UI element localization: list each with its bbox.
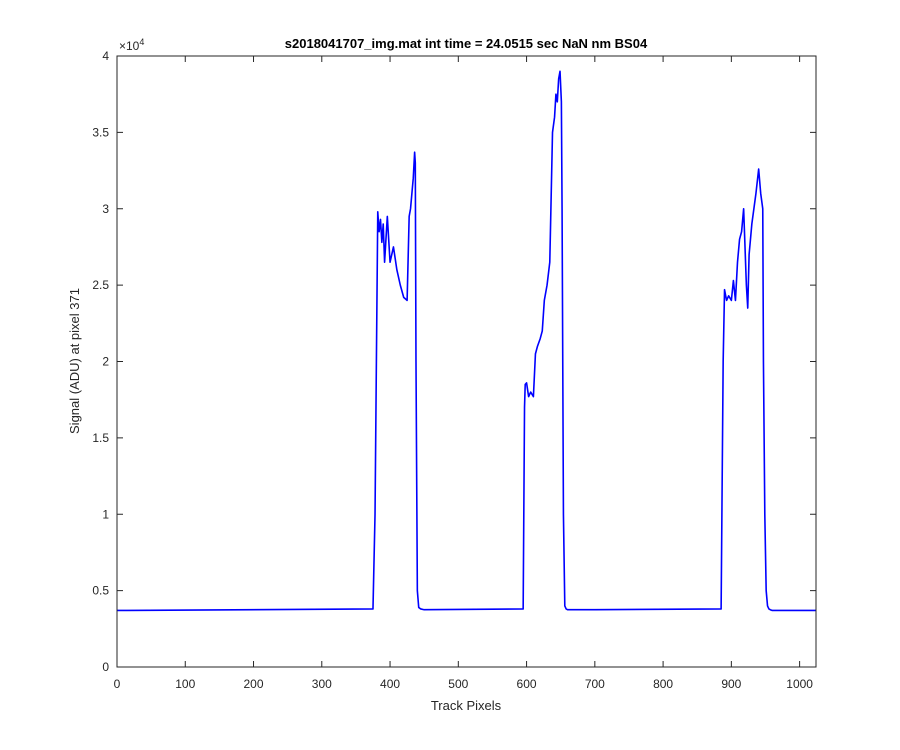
x-tick-label: 500 [448,677,468,691]
x-tick-label: 1000 [786,677,813,691]
x-tick-label: 0 [114,677,121,691]
x-tick-label: 400 [380,677,400,691]
series-line-0 [116,70,816,612]
y-axis-exponent-base: ×10 [119,39,140,53]
y-tick-label: 3.5 [92,125,109,139]
x-tick-label: 300 [312,677,332,691]
y-axis-ticks: 0 0.5 1 1.5 2 2.5 3 3.5 4 [92,49,816,674]
x-axis-label: Track Pixels [431,698,502,713]
y-tick-label: 4 [102,49,109,63]
x-tick-label: 900 [721,677,741,691]
y-tick-label: 2.5 [92,278,109,292]
y-tick-label: 3 [102,202,109,216]
x-tick-label: 600 [517,677,537,691]
y-tick-label: 0 [102,660,109,674]
y-tick-label: 1 [102,507,109,521]
x-tick-label: 200 [244,677,264,691]
y-tick-label: 2 [102,355,109,369]
y-axis-exponent-power: 4 [139,37,144,47]
x-tick-label: 100 [175,677,195,691]
series-layer [116,70,816,612]
plot-background [117,56,816,667]
y-tick-label: 0.5 [92,584,109,598]
x-tick-label: 800 [653,677,673,691]
x-tick-label: 700 [585,677,605,691]
x-axis-ticks: 0 100 200 300 400 500 600 700 800 900 1000 [114,56,813,691]
chart-title: s2018041707_img.mat int time = 24.0515 s… [285,36,648,51]
y-axis-exponent: ×104 [119,37,144,53]
y-axis-label: Signal (ADU) at pixel 371 [67,288,82,434]
y-tick-label: 1.5 [92,431,109,445]
